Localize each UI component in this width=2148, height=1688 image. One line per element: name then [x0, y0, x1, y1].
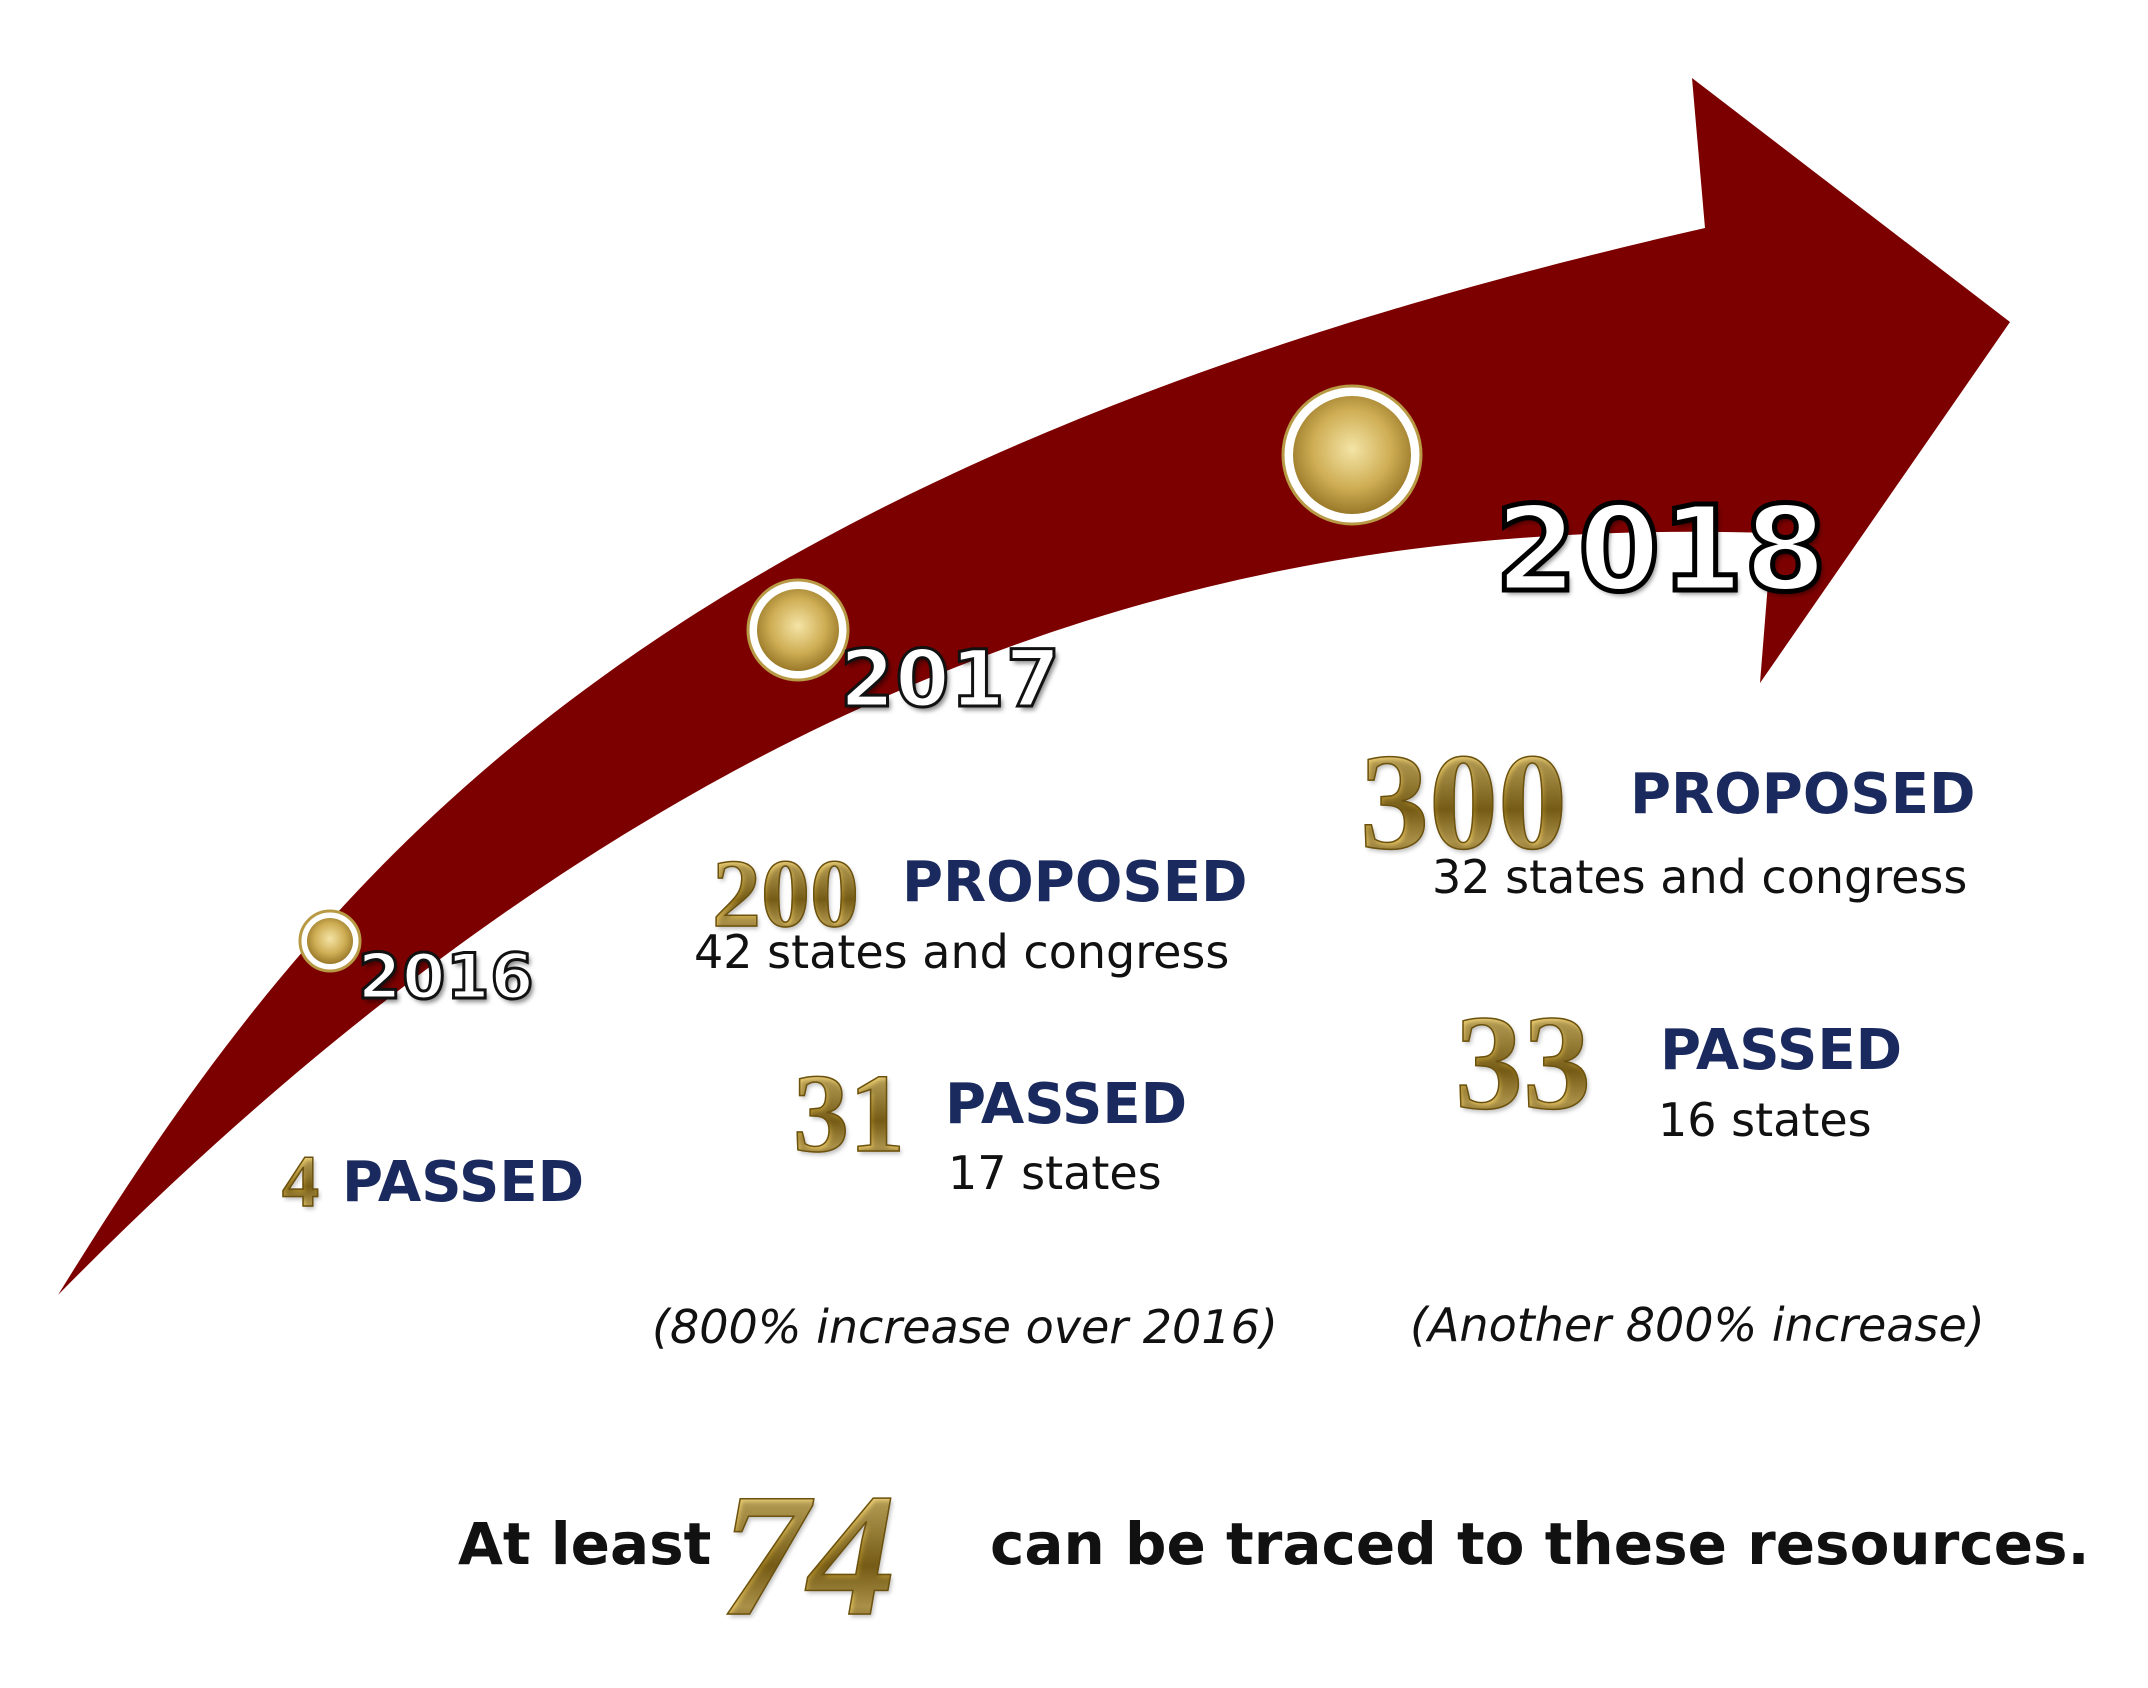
passed-2017-label: PASSED — [945, 1072, 1188, 1137]
year-label-2016: 2016 — [357, 939, 536, 1015]
proposed-2017-number: 200 — [711, 839, 860, 949]
footer-number: 74 — [719, 1455, 897, 1657]
proposed-2017-detail: 42 states and congress — [694, 925, 1230, 979]
passed-2017-number: 31 — [792, 1050, 906, 1179]
marker-2018 — [1281, 384, 1423, 526]
marker-2017 — [746, 578, 850, 682]
proposed-2018-detail: 32 states and congress — [1432, 850, 1968, 904]
increase-note-2017: (800% increase over 2016) — [652, 1300, 1278, 1354]
passed-2018-detail: 16 states — [1658, 1093, 1872, 1147]
proposed-2018-label: PROPOSED — [1630, 762, 1976, 827]
marker-2016 — [298, 909, 362, 973]
passed-2016-label: PASSED — [342, 1150, 585, 1215]
proposed-2017-label: PROPOSED — [902, 850, 1248, 915]
passed-2018-number: 33 — [1454, 985, 1592, 1141]
proposed-2018-number: 300 — [1359, 722, 1568, 881]
arrow-body — [58, 78, 2010, 1295]
footer-suffix: can be traced to these resources. — [990, 1510, 2090, 1578]
year-label-2018: 2018 — [1492, 478, 1828, 621]
passed-2017-detail: 17 states — [948, 1146, 1162, 1200]
year-label-2017: 2017 — [838, 634, 1062, 727]
passed-2018-label: PASSED — [1660, 1018, 1903, 1083]
passed-2016-number: 4 — [281, 1140, 320, 1224]
footer-prefix: At least — [458, 1510, 712, 1578]
increase-note-2018: (Another 800% increase) — [1410, 1298, 1985, 1352]
